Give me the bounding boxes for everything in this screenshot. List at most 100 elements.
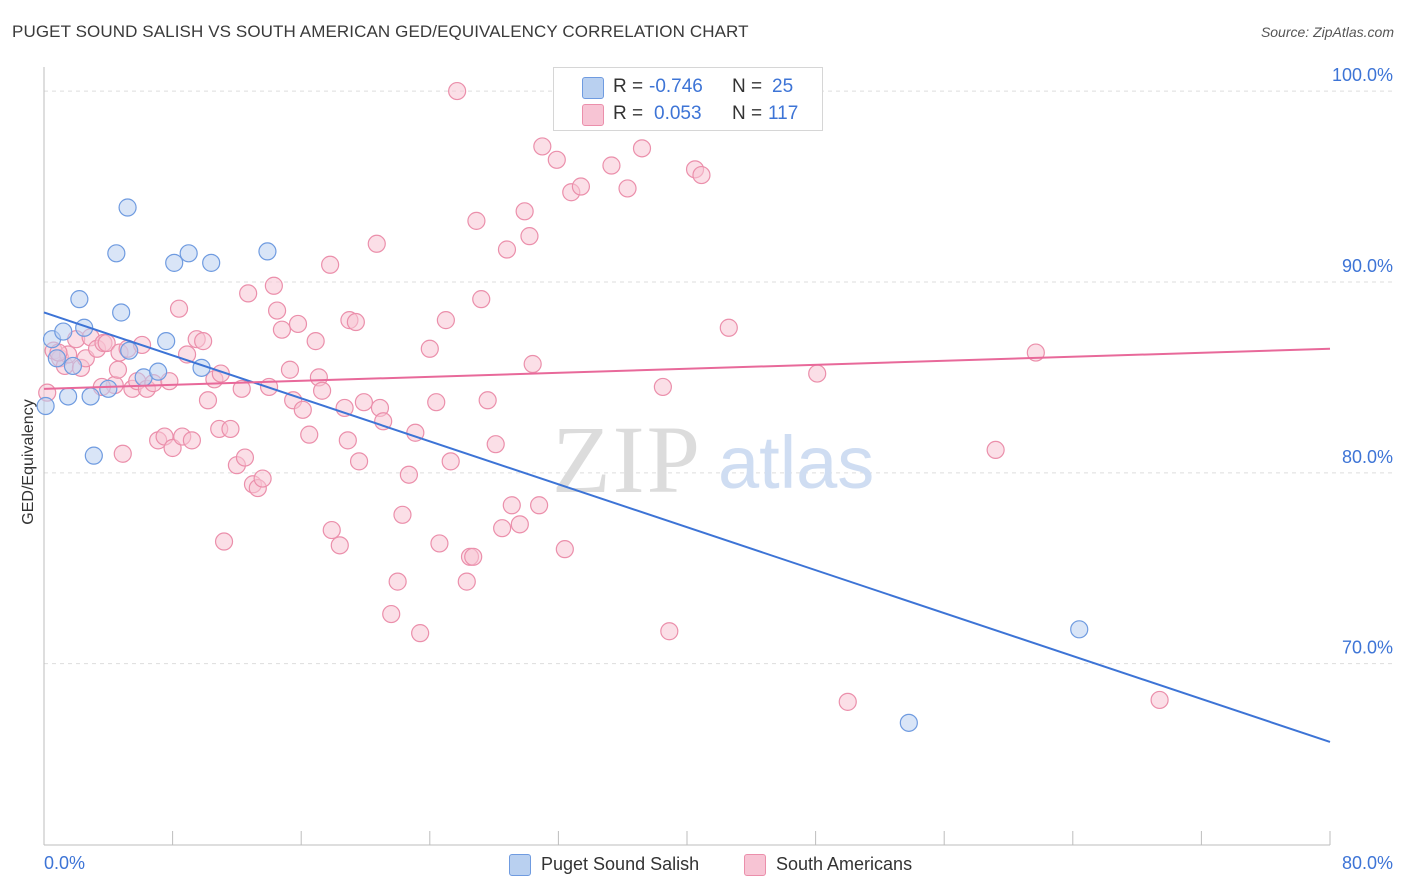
south-americans-point (253, 469, 272, 488)
puget-sound-salish-point (165, 253, 184, 272)
puget-sound-salish-point (118, 198, 137, 217)
south-americans-point (300, 425, 319, 444)
puget-sound-salish-point (84, 446, 103, 465)
south-americans-point (321, 255, 340, 274)
south-americans-point (214, 532, 234, 551)
legend-r-value: 0.053 (654, 103, 702, 124)
south-americans-point (530, 496, 549, 515)
south-americans-point (312, 381, 332, 400)
south-americans-point (653, 377, 672, 397)
south-americans-point (420, 339, 439, 358)
x-tick-label: 0.0% (44, 853, 85, 873)
south-americans-point (322, 520, 341, 540)
puget-sound-salish-point (149, 362, 168, 381)
puget-sound-salish-point (1070, 620, 1089, 639)
trend-lines (43, 311, 1331, 743)
south-americans-point (632, 139, 652, 158)
south-americans-point (986, 440, 1005, 460)
south-americans-point (660, 622, 679, 641)
legend-r-label: R = (613, 76, 644, 97)
puget-sound-salish-point (157, 332, 176, 351)
south-americans-point (239, 284, 258, 303)
puget-sound-salish-point (47, 349, 66, 368)
south-americans-trend-line (43, 347, 1331, 390)
south-americans-point (547, 150, 566, 169)
tick-labels: 100.0% 90.0% 80.0% 70.0% 0.0% 80.0% (44, 65, 1393, 873)
south-americans-point (838, 692, 857, 711)
y-tick-label: 70.0% (1342, 638, 1393, 658)
south-americans-point (280, 360, 300, 379)
y-axis-label: GED/Equivalency (20, 399, 37, 524)
south-americans-point (618, 179, 637, 198)
stats-legend: R = -0.746 N = 25 R = 0.053 N = 117 (553, 67, 823, 131)
south-americans-point (692, 165, 711, 185)
south-americans-points (38, 81, 1169, 711)
bottom-legend-swatch-blue (509, 854, 531, 876)
south-americans-point (349, 452, 369, 471)
puget-sound-salish-point (202, 253, 221, 272)
south-americans-point (533, 137, 552, 156)
south-americans-point (457, 572, 476, 591)
legend-r-value: -0.746 (649, 76, 703, 97)
watermark-atlas: atlas (718, 421, 874, 504)
grid-layer (44, 90, 1392, 665)
south-americans-point (374, 412, 393, 431)
south-americans-point (182, 431, 201, 450)
south-americans-point (399, 465, 419, 484)
legend-n-label: N = (732, 103, 763, 124)
source-label: Source: ZipAtlas.com (1260, 24, 1394, 40)
south-americans-point (169, 299, 189, 318)
south-americans-point (113, 444, 132, 463)
south-americans-point (472, 290, 491, 309)
south-americans-point (510, 515, 529, 534)
legend-swatch-blue (582, 77, 604, 99)
puget-sound-salish-points (36, 198, 1089, 732)
south-americans-point (719, 318, 738, 337)
puget-sound-salish-point (112, 303, 131, 322)
south-americans-point (393, 505, 412, 524)
south-americans-point (523, 354, 542, 374)
south-americans-point (520, 227, 539, 246)
puget-sound-salish-point (107, 244, 126, 263)
south-americans-point (478, 391, 497, 410)
south-americans-point (515, 202, 534, 221)
puget-sound-salish-point (81, 387, 100, 406)
south-americans-point (272, 320, 292, 339)
x-tick-label: 80.0% (1342, 853, 1393, 873)
south-americans-point (808, 364, 827, 383)
south-americans-point (354, 393, 373, 412)
y-tick-label: 90.0% (1342, 256, 1393, 276)
south-americans-point (198, 391, 218, 410)
watermark: ZIP atlas (552, 406, 874, 513)
puget-sound-salish-point (899, 713, 918, 732)
south-americans-point (1150, 690, 1169, 710)
puget-sound-salish-trend-line (43, 311, 1331, 743)
bottom-legend-puget: Puget Sound Salish (509, 853, 719, 877)
bottom-legend-label: South Americans (776, 854, 913, 874)
south-americans-point (108, 360, 128, 379)
legend-n-value: 25 (772, 76, 794, 97)
chart-title: PUGET SOUND SALISH VS SOUTH AMERICAN GED… (12, 22, 749, 41)
puget-sound-salish-point (258, 242, 277, 261)
south-americans-point (493, 519, 512, 538)
puget-sound-salish-point (59, 387, 78, 406)
watermark-zip: ZIP (552, 406, 702, 513)
bottom-legend-swatch-pink (744, 854, 766, 876)
puget-sound-salish-point (63, 356, 83, 376)
south-americans-point (288, 314, 308, 334)
bottom-legend-south: South Americans (744, 853, 944, 877)
south-americans-point (97, 333, 116, 353)
south-americans-point (430, 534, 449, 553)
south-americans-point (427, 393, 446, 412)
south-americans-point (221, 419, 240, 439)
south-americans-point (382, 604, 401, 624)
y-tick-label: 80.0% (1342, 447, 1393, 467)
south-americans-point (571, 177, 591, 196)
south-americans-point (367, 234, 386, 253)
south-americans-point (411, 624, 430, 643)
south-americans-point (338, 431, 357, 450)
south-americans-point (346, 312, 365, 332)
legend-n-label: N = (732, 76, 763, 97)
bottom-legend-label: Puget Sound Salish (541, 854, 700, 874)
legend-r-label: R = (613, 103, 644, 124)
